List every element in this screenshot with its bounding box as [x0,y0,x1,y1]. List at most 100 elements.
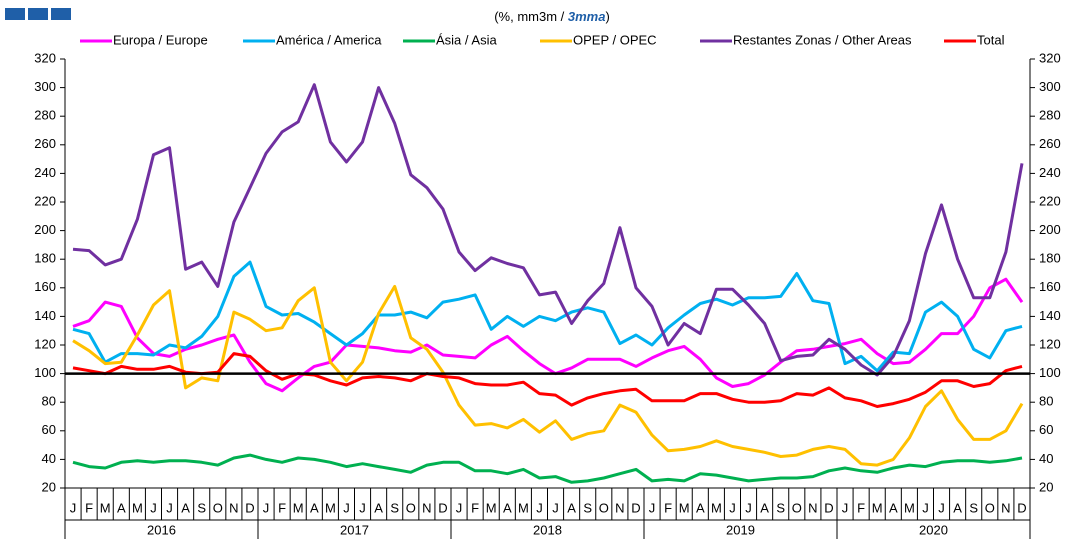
x-tick-label: J [536,500,543,515]
x-tick-label: M [872,500,883,515]
x-tick-label: J [922,500,929,515]
y2-tick-label: 40 [1039,451,1053,466]
x-tick-label: N [229,500,238,515]
x-tick-label: F [278,500,286,515]
x-tick-label: A [760,500,769,515]
x-tick-label: D [438,500,447,515]
x-tick-label: J [456,500,463,515]
chart-subtitle: (%, mm3m / 3mma) [494,9,610,24]
x-tick-label: J [649,500,656,515]
x-tick-label: J [552,500,559,515]
x-tick-label: A [117,500,126,515]
x-tick-label: S [390,500,399,515]
x-tick-label: S [197,500,206,515]
x-tick-label: O [406,500,416,515]
x-tick-label: A [374,500,383,515]
legend-label: Restantes Zonas / Other Areas [733,32,912,47]
y-tick-label: 120 [34,336,56,351]
year-label: 2017 [340,522,369,537]
y-tick-label: 60 [42,422,56,437]
year-label: 2018 [533,522,562,537]
series-line [72,83,1024,377]
x-tick-label: O [213,500,223,515]
series-line [72,277,1024,393]
y-tick-label: 220 [34,193,56,208]
logo-block [5,8,25,20]
x-tick-label: J [842,500,849,515]
y-tick-label: 200 [34,222,56,237]
y2-tick-label: 240 [1039,165,1061,180]
x-tick-label: J [729,500,736,515]
y-tick-label: 280 [34,108,56,123]
y-tick-label: 20 [42,479,56,494]
y2-tick-label: 100 [1039,365,1061,380]
y2-tick-label: 260 [1039,136,1061,151]
x-tick-label: J [343,500,350,515]
x-tick-label: D [245,500,254,515]
x-tick-label: D [631,500,640,515]
x-tick-label: A [567,500,576,515]
x-tick-label: M [325,500,336,515]
y-tick-label: 300 [34,79,56,94]
x-tick-label: O [792,500,802,515]
x-tick-label: M [518,500,529,515]
logo-block [28,8,48,20]
x-tick-label: D [824,500,833,515]
y2-tick-label: 160 [1039,279,1061,294]
y-tick-label: 100 [34,365,56,380]
x-tick-label: J [938,500,945,515]
x-tick-label: M [132,500,143,515]
y2-tick-label: 140 [1039,308,1061,323]
x-tick-label: O [599,500,609,515]
y2-tick-label: 320 [1039,50,1061,65]
x-tick-label: A [181,500,190,515]
y2-tick-label: 60 [1039,422,1053,437]
x-tick-label: J [150,500,157,515]
y-tick-label: 260 [34,136,56,151]
x-tick-label: J [166,500,173,515]
x-tick-label: S [776,500,785,515]
x-tick-label: F [471,500,479,515]
y2-tick-label: 80 [1039,394,1053,409]
y-tick-label: 320 [34,50,56,65]
y-tick-label: 180 [34,251,56,266]
x-tick-label: M [293,500,304,515]
x-tick-label: S [969,500,978,515]
series-line [72,260,1023,373]
y-tick-label: 240 [34,165,56,180]
subtitle-part: ) [605,9,609,24]
subtitle-part: 3mma [568,9,606,24]
x-tick-label: J [359,500,366,515]
y2-tick-label: 20 [1039,479,1053,494]
legend-label: OPEP / OPEC [573,32,657,47]
x-tick-label: A [696,500,705,515]
x-tick-label: A [503,500,512,515]
x-tick-label: J [745,500,752,515]
x-tick-label: A [310,500,319,515]
x-tick-label: J [70,500,77,515]
x-tick-label: J [263,500,270,515]
x-tick-label: A [953,500,962,515]
y2-tick-label: 300 [1039,79,1061,94]
y-tick-label: 40 [42,451,56,466]
y2-tick-label: 220 [1039,193,1061,208]
x-tick-label: D [1017,500,1026,515]
y2-tick-label: 120 [1039,336,1061,351]
x-tick-label: N [615,500,624,515]
x-tick-label: N [808,500,817,515]
x-tick-label: F [85,500,93,515]
legend-label: América / America [276,32,382,47]
x-tick-label: M [486,500,497,515]
year-label: 2016 [147,522,176,537]
x-tick-label: M [100,500,111,515]
x-tick-label: N [1001,500,1010,515]
legend-label: Total [977,32,1005,47]
x-tick-label: M [904,500,915,515]
legend-label: Europa / Europe [113,32,208,47]
x-tick-label: N [422,500,431,515]
year-label: 2020 [919,522,948,537]
x-tick-label: S [583,500,592,515]
series-line [72,352,1023,408]
y-tick-label: 80 [42,394,56,409]
